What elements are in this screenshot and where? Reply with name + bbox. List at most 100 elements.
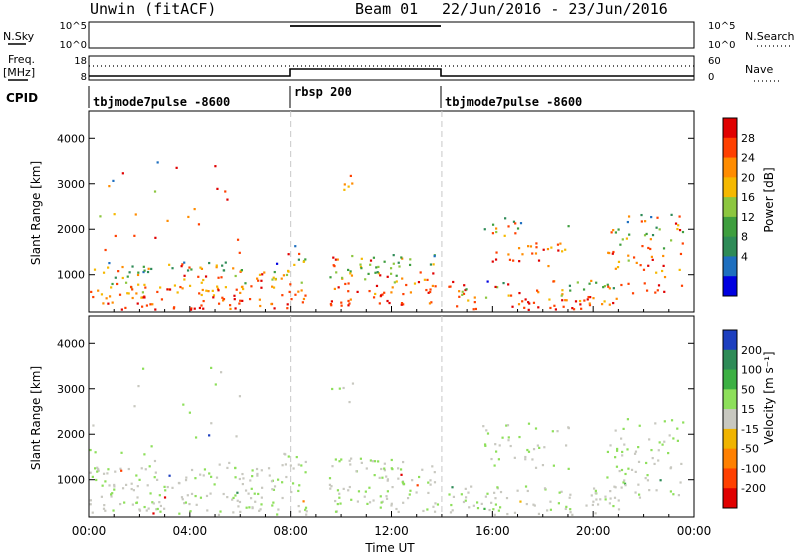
echo-cell xyxy=(127,467,130,471)
x-tick-labels: 00:00 04:00 08:00 12:00 16:00 20:00 00:00 xyxy=(72,524,712,538)
echo-cell xyxy=(304,258,307,261)
echo-cell xyxy=(381,500,384,503)
echo-cell xyxy=(107,302,110,305)
echo-cell xyxy=(427,481,430,484)
echo-cell xyxy=(300,289,303,292)
echo-cell xyxy=(298,484,301,487)
echo-cell xyxy=(184,501,188,504)
echo-cell xyxy=(302,500,305,503)
echo-cell xyxy=(183,278,186,281)
echo-cell xyxy=(470,485,473,488)
echo-cell xyxy=(288,290,291,294)
echo-cell xyxy=(374,271,377,274)
echo-cell xyxy=(349,272,352,275)
echo-cell xyxy=(497,509,500,512)
echo-cell xyxy=(580,307,583,310)
echo-cell xyxy=(128,271,131,274)
colorbar-tick-label: 15 xyxy=(741,403,755,416)
echo-cell xyxy=(594,489,597,492)
echo-cell xyxy=(199,266,202,269)
echo-cell xyxy=(331,465,334,468)
colorbar-cell xyxy=(723,216,737,238)
x-tick-label: 20:00 xyxy=(576,524,611,538)
echo-cell xyxy=(180,265,183,268)
echo-cell xyxy=(272,501,275,504)
echo-cell xyxy=(286,269,290,273)
echo-cell xyxy=(210,475,213,478)
echo-cell xyxy=(200,293,203,297)
echo-cell xyxy=(285,273,289,277)
echo-cell xyxy=(293,263,296,267)
echo-cell xyxy=(287,253,290,256)
echo-cell xyxy=(498,506,502,509)
colorbar-cell xyxy=(723,349,737,371)
echo-cell xyxy=(171,267,174,270)
echo-cell xyxy=(295,455,298,459)
echo-cell xyxy=(623,479,626,482)
echo-cell xyxy=(511,305,514,308)
nsky-label: N.Sky xyxy=(3,30,35,43)
echo-cell xyxy=(347,290,350,293)
echo-cell xyxy=(294,293,297,296)
echo-cell xyxy=(273,485,277,488)
echo-cell xyxy=(143,296,146,299)
echo-cell xyxy=(237,505,240,508)
echo-cell xyxy=(378,302,381,305)
echo-cell xyxy=(599,498,602,501)
echo-cell xyxy=(406,496,410,500)
echo-cell xyxy=(401,277,404,280)
echo-cell xyxy=(156,161,159,164)
echo-cell xyxy=(495,227,498,230)
echo-cell xyxy=(405,283,408,287)
echo-cell xyxy=(182,403,185,406)
echo-cell xyxy=(94,467,97,470)
colorbar-cell xyxy=(723,236,737,257)
echo-cell xyxy=(627,215,631,218)
echo-cell xyxy=(135,474,138,477)
echo-cell xyxy=(347,268,350,272)
echo-cell xyxy=(433,471,436,474)
echo-cell xyxy=(450,503,453,507)
echo-cell xyxy=(638,424,641,427)
echo-cell xyxy=(655,489,658,492)
echo-cell xyxy=(349,174,352,178)
echo-cell xyxy=(436,503,440,506)
echo-cell xyxy=(126,275,129,278)
echo-cell xyxy=(120,308,123,311)
echo-cell xyxy=(113,483,116,487)
echo-cell xyxy=(173,284,177,287)
echo-cell xyxy=(136,273,140,277)
echo-cell xyxy=(120,451,123,454)
echo-cell xyxy=(386,299,389,303)
echo-cell xyxy=(256,472,259,476)
echo-cell xyxy=(348,459,351,462)
power-panel: 1000 2000 3000 4000 28 24 20 16 12 8 4 xyxy=(57,110,755,313)
echo-cell xyxy=(228,461,231,465)
echo-cell xyxy=(614,429,617,432)
echo-cell xyxy=(137,271,140,274)
echo-cell xyxy=(532,503,535,506)
echo-cell xyxy=(330,300,334,303)
echo-cell xyxy=(616,266,620,269)
echo-cell xyxy=(620,283,623,287)
echo-cell xyxy=(218,463,221,466)
echo-cell xyxy=(356,500,359,503)
echo-cell xyxy=(451,509,454,512)
echo-cell xyxy=(290,490,293,494)
echo-cell xyxy=(236,499,239,502)
echo-cell xyxy=(431,284,434,288)
echo-cell xyxy=(342,386,345,390)
echo-cell xyxy=(590,279,593,283)
echo-cell xyxy=(200,267,204,270)
echo-cell xyxy=(294,245,297,248)
echo-cell xyxy=(554,308,557,311)
echo-cell xyxy=(233,298,236,301)
echo-cell xyxy=(143,283,146,286)
echo-cell xyxy=(363,495,366,498)
echo-cell xyxy=(493,491,496,494)
echo-cell xyxy=(658,441,661,444)
echo-cell xyxy=(173,306,176,309)
echo-cell xyxy=(499,490,503,494)
echo-cell xyxy=(334,258,338,261)
echo-cell xyxy=(486,280,489,283)
